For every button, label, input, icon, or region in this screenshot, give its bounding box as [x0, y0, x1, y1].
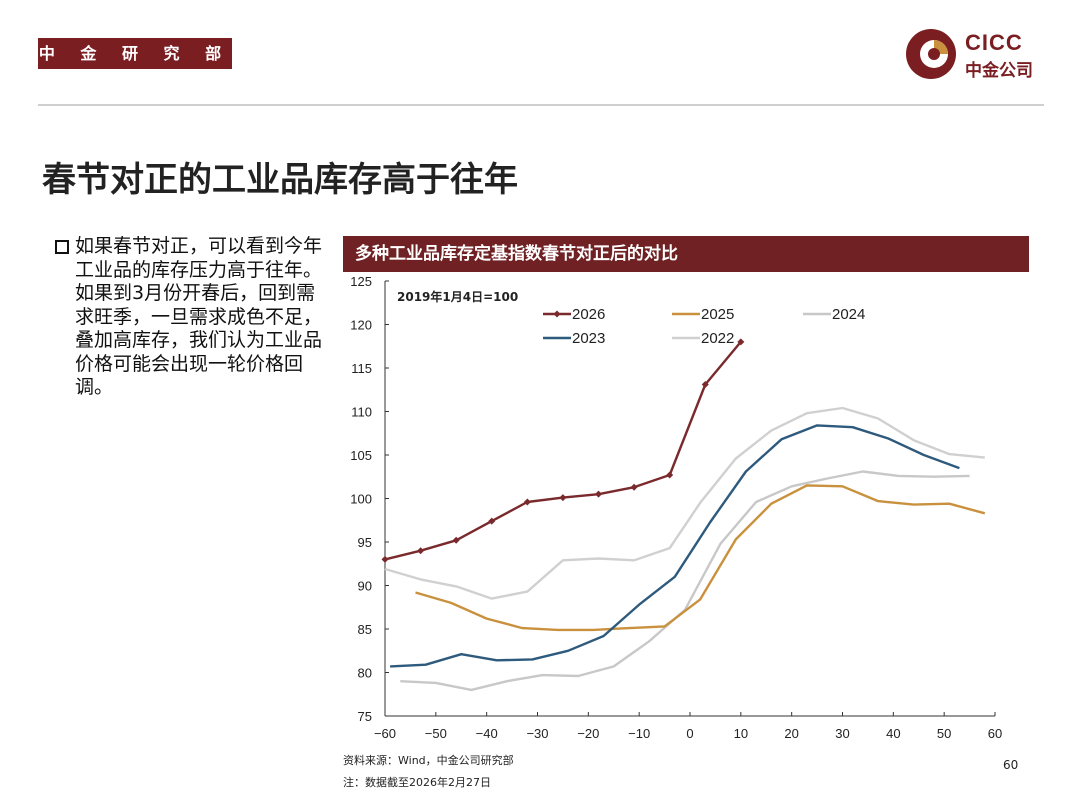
series-marker-2026	[523, 498, 531, 506]
page-title: 春节对正的工业品库存高于往年	[42, 160, 518, 200]
x-tick-label: −40	[476, 726, 498, 741]
y-tick-label: 75	[358, 709, 372, 724]
x-tick-label: 10	[734, 726, 748, 741]
cicc-logo: CICC 中金公司	[905, 28, 1055, 84]
cicc-logo-icon	[906, 29, 956, 79]
y-tick-label: 90	[358, 579, 372, 594]
data-cutoff-note: 注：数据截至2026年2月27日	[343, 776, 491, 789]
x-tick-label: −50	[425, 726, 447, 741]
department-banner: 中 金 研 究 部	[38, 38, 232, 69]
series-line-2023	[390, 424, 960, 668]
chart-annotation: 2019年1月4日=100	[397, 289, 518, 304]
series-marker-2026	[417, 547, 425, 555]
y-tick-label: 105	[350, 448, 372, 463]
series-line-2026	[384, 341, 742, 561]
bullet-point: 如果春节对正，可以看到今年工业品的库存压力高于往年。如果到3月份开春后，回到需求…	[55, 235, 325, 400]
chart-header: 多种工业品库存定基指数春节对正后的对比	[343, 236, 1029, 272]
series-line-2022	[384, 406, 985, 600]
legend-label-2026: 2026	[572, 306, 605, 323]
x-tick-label: −30	[526, 726, 548, 741]
y-tick-label: 100	[350, 492, 372, 507]
x-tick-label: 40	[886, 726, 900, 741]
logo-text-cn: 中金公司	[965, 61, 1033, 81]
y-tick-label: 85	[358, 622, 372, 637]
page-number: 60	[1003, 758, 1019, 772]
y-tick-label: 120	[350, 318, 372, 333]
header-divider	[38, 104, 1044, 106]
logo-text-en: CICC	[965, 30, 1023, 55]
x-tick-label: 60	[988, 726, 1002, 741]
series-line-2024	[400, 470, 970, 692]
series-marker-2026	[559, 494, 567, 502]
y-tick-label: 115	[351, 361, 372, 376]
legend-label-2024: 2024	[832, 306, 865, 323]
series-line-2025	[415, 484, 986, 632]
series-marker-2026	[488, 517, 496, 525]
y-tick-label: 125	[350, 274, 372, 289]
series-marker-2026	[381, 555, 389, 563]
bullet-text: 如果春节对正，可以看到今年工业品的库存压力高于往年。如果到3月份开春后，回到需求…	[75, 235, 323, 398]
series-marker-2026	[595, 490, 602, 498]
y-tick-label: 80	[358, 666, 372, 681]
source-note: 资料来源：Wind，中金公司研究部	[343, 754, 514, 767]
legend-label-2025: 2025	[701, 306, 734, 323]
legend-label-2022: 2022	[701, 330, 734, 347]
bullet-square-icon	[55, 240, 69, 254]
series-marker-2026	[737, 338, 745, 346]
x-tick-label: −60	[374, 726, 396, 741]
x-tick-label: −20	[577, 726, 599, 741]
legend-marker-2026	[553, 310, 561, 318]
x-tick-label: 30	[835, 726, 849, 741]
x-tick-label: 50	[937, 726, 951, 741]
x-tick-label: −10	[628, 726, 650, 741]
x-tick-label: 20	[784, 726, 798, 741]
series-marker-2026	[630, 483, 638, 491]
x-tick-label: 0	[686, 726, 693, 741]
legend-label-2023: 2023	[572, 330, 605, 347]
series-marker-2026	[666, 471, 674, 479]
series-marker-2026	[701, 381, 709, 389]
y-tick-label: 110	[351, 405, 372, 420]
y-tick-label: 95	[358, 535, 372, 550]
